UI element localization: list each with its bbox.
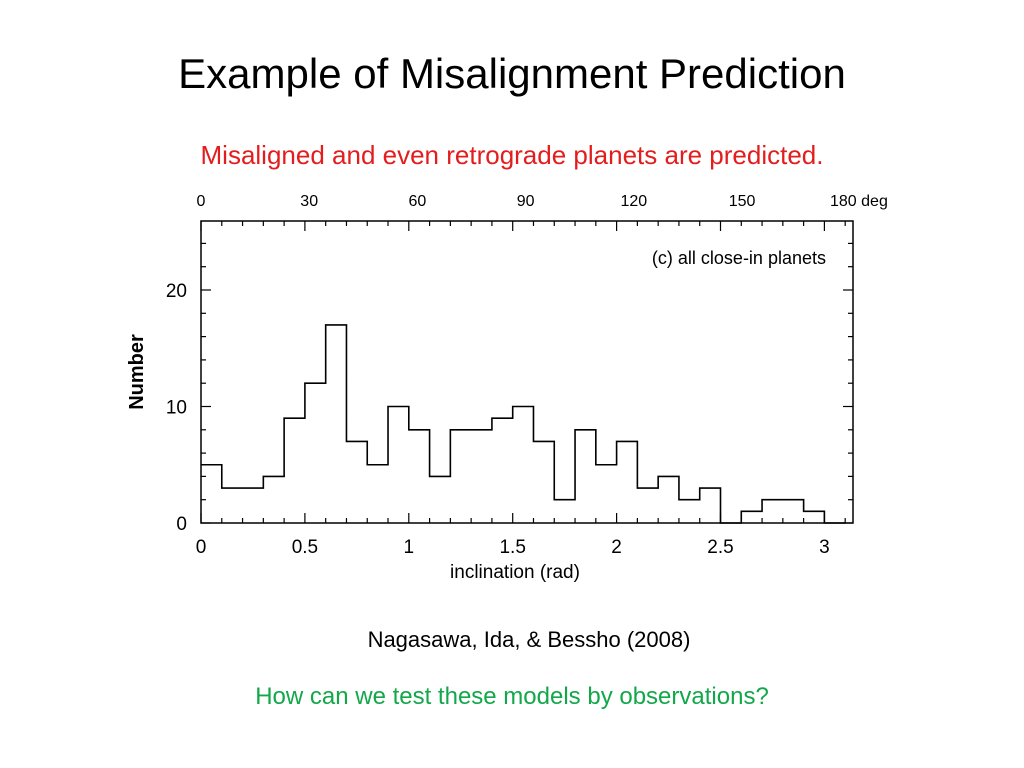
histogram-bin bbox=[284, 418, 305, 523]
histogram-bin bbox=[658, 476, 679, 523]
histogram-bin bbox=[679, 500, 700, 523]
y-tick-label: 0 bbox=[176, 514, 187, 535]
histogram-bin bbox=[533, 441, 554, 523]
x-tick-label: 2.5 bbox=[707, 537, 733, 558]
histogram-bin bbox=[263, 476, 284, 523]
histogram-bin bbox=[243, 488, 264, 523]
top-axis-degree-label: 60 bbox=[409, 193, 427, 210]
y-axis-label: Number bbox=[126, 334, 148, 410]
histogram-bin bbox=[617, 441, 638, 523]
x-tick-label: 1.5 bbox=[499, 537, 525, 558]
closing-question: How can we test these models by observat… bbox=[255, 683, 769, 710]
histogram-bin bbox=[450, 430, 471, 523]
top-axis-degree-label: 90 bbox=[517, 193, 535, 210]
citation: Nagasawa, Ida, & Bessho (2008) bbox=[367, 627, 691, 652]
top-degree-axis: 0 30 60 90 120 150 180 deg bbox=[197, 193, 888, 210]
top-axis-degree-label: 0 bbox=[197, 193, 206, 210]
histogram-bin bbox=[804, 511, 825, 523]
histogram-bin bbox=[575, 430, 596, 523]
histogram-bin bbox=[326, 325, 347, 523]
histogram-bin bbox=[554, 500, 575, 523]
histogram-bin bbox=[783, 500, 804, 523]
top-axis-degree-label: 180 deg bbox=[830, 193, 888, 210]
histogram-bin bbox=[201, 465, 222, 523]
histogram-bin bbox=[596, 465, 617, 523]
histogram-bins bbox=[201, 325, 824, 523]
top-axis-degree-label: 30 bbox=[300, 193, 318, 210]
axis-tick-labels: 0 0.5 1 1.5 2 2.5 3 0 10 20 bbox=[166, 281, 830, 558]
x-tick-label: 2 bbox=[611, 537, 622, 558]
y-tick-label: 10 bbox=[166, 398, 187, 419]
slide-subtitle: Misaligned and even retrograde planets a… bbox=[200, 140, 824, 170]
x-tick-label: 0.5 bbox=[292, 537, 318, 558]
histogram-outline bbox=[201, 324, 846, 524]
slide-title: Example of Misalignment Prediction bbox=[178, 50, 846, 97]
x-tick-label: 0 bbox=[196, 537, 207, 558]
y-tick-label: 20 bbox=[166, 281, 187, 302]
histogram-bin bbox=[637, 488, 658, 523]
top-axis-degree-label: 150 bbox=[729, 193, 756, 210]
plot-frame bbox=[200, 220, 854, 524]
histogram-bin bbox=[346, 441, 367, 523]
histogram-bin bbox=[430, 476, 451, 523]
x-tick-label: 3 bbox=[819, 537, 830, 558]
histogram-bin bbox=[409, 430, 430, 523]
histogram-bin bbox=[741, 511, 762, 523]
histogram-bin bbox=[492, 418, 513, 523]
histogram-bin bbox=[305, 383, 326, 523]
histogram-bin bbox=[700, 488, 721, 523]
chart-annotation: (c) all close-in planets bbox=[652, 248, 826, 268]
histogram-bin bbox=[762, 500, 783, 523]
x-axis-label: inclination (rad) bbox=[450, 562, 580, 583]
histogram-bin bbox=[367, 465, 388, 523]
histogram-bin bbox=[388, 407, 409, 524]
top-axis-degree-label: 120 bbox=[620, 193, 647, 210]
histogram-bin bbox=[471, 430, 492, 523]
histogram-bin bbox=[513, 407, 534, 524]
x-tick-label: 1 bbox=[404, 537, 415, 558]
histogram-bin bbox=[222, 488, 243, 523]
